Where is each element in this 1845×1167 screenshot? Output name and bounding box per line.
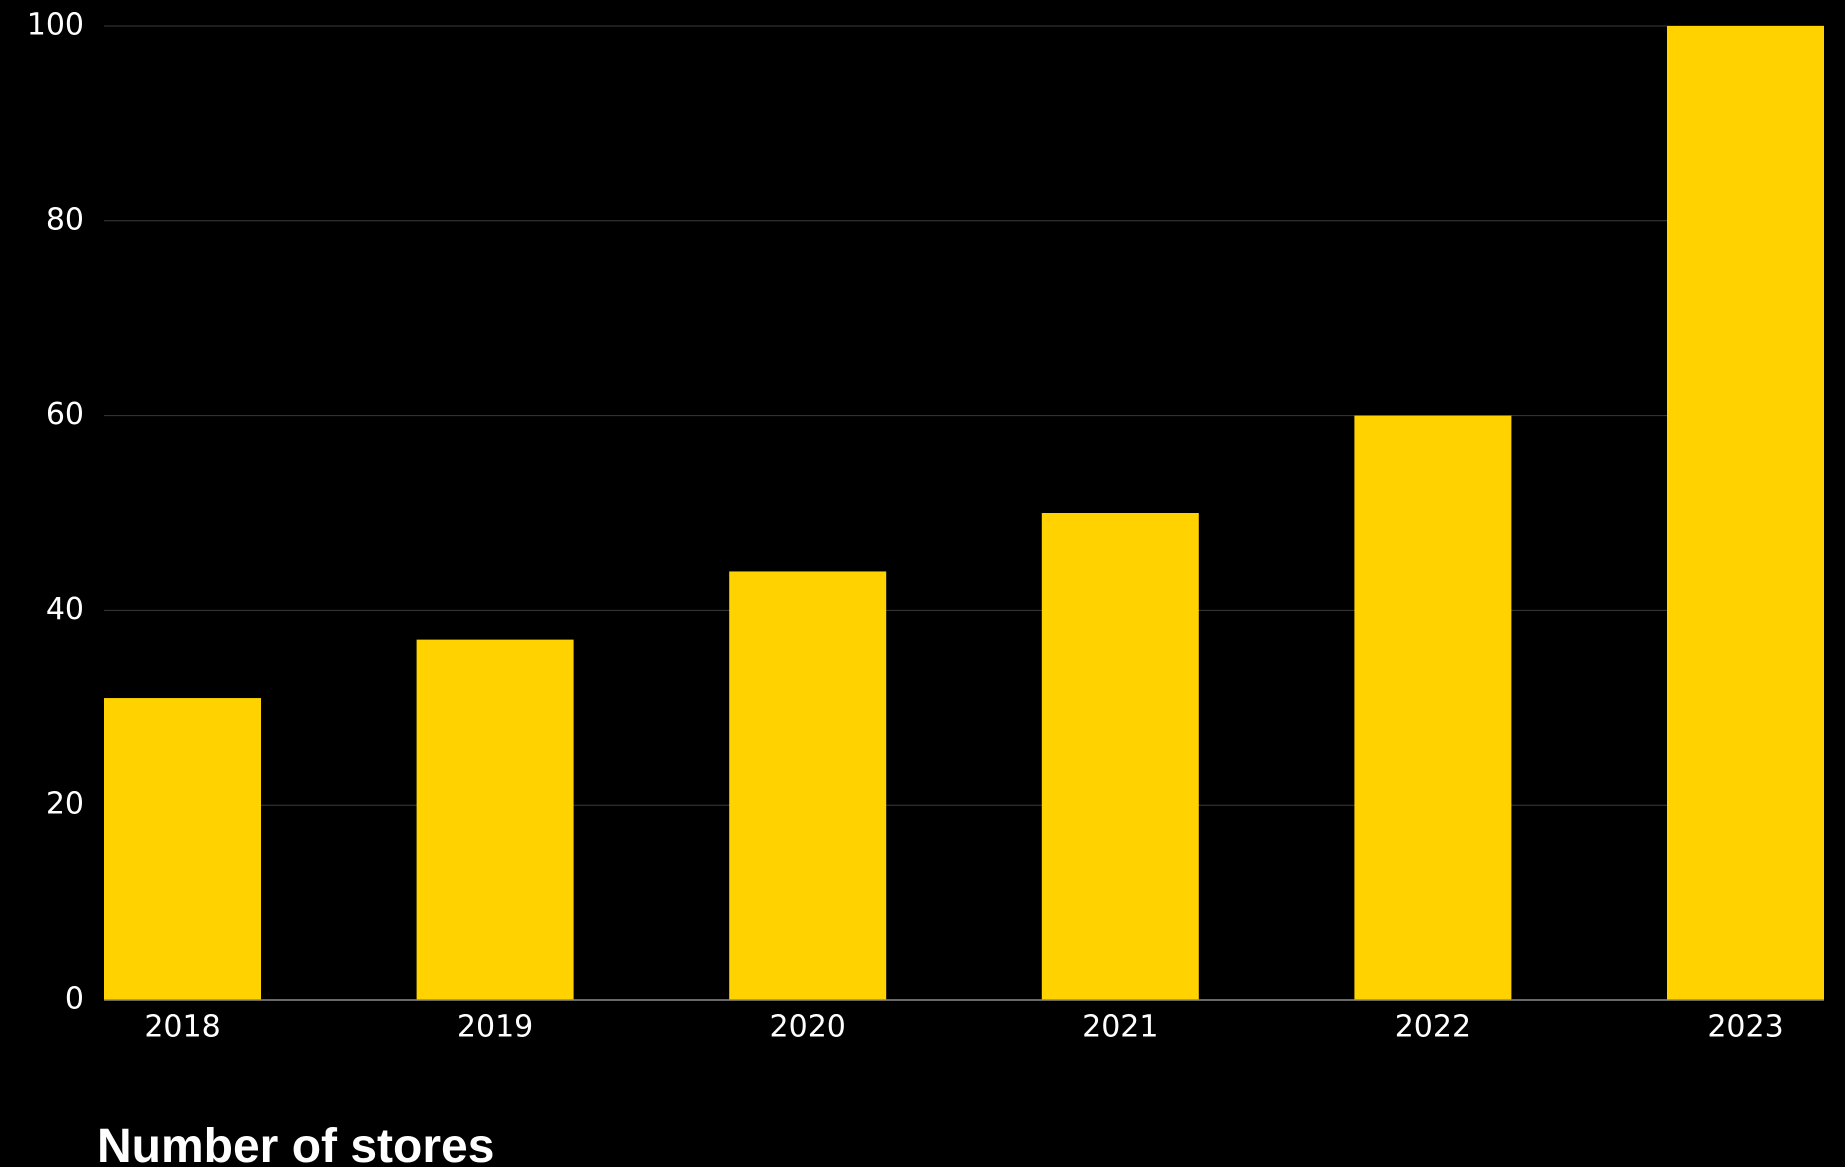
- x-tick-label: 2022: [1395, 1010, 1471, 1045]
- bar-2020: [729, 571, 887, 1000]
- x-tick-labels: 2018 2019 2020 2021 2022 2023: [144, 1010, 1783, 1045]
- chart-title: Number of stores: [97, 1120, 494, 1167]
- bar-2018: [104, 698, 261, 1000]
- x-tick-label: 2019: [457, 1010, 533, 1045]
- bars: [104, 26, 1824, 1001]
- y-tick-labels: 0 20 40 60 80 100: [27, 8, 84, 1017]
- x-tick-label: 2021: [1082, 1010, 1158, 1045]
- bar-2023: [1667, 26, 1824, 1000]
- gridlines: [104, 25, 1824, 806]
- y-tick-label: 100: [27, 8, 84, 43]
- bar-2019: [416, 639, 574, 1000]
- y-tick-label: 0: [65, 982, 84, 1017]
- x-tick-label: 2020: [770, 1010, 846, 1045]
- x-tick-label: 2023: [1707, 1010, 1783, 1045]
- y-tick-label: 20: [46, 787, 84, 822]
- y-tick-label: 80: [46, 202, 84, 237]
- bar-2022: [1354, 415, 1512, 1001]
- y-tick-label: 60: [46, 397, 84, 432]
- bar-2021: [1041, 513, 1199, 1000]
- y-tick-label: 40: [46, 592, 84, 627]
- x-tick-label: 2018: [144, 1010, 220, 1045]
